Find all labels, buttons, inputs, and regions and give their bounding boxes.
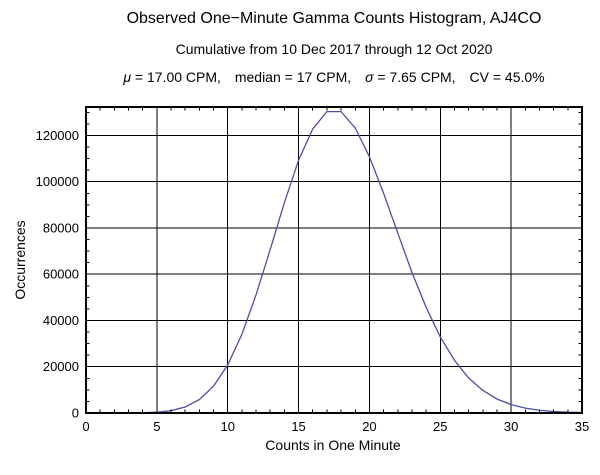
y-tick-label: 60000 bbox=[43, 267, 79, 282]
x-tick-label: 25 bbox=[433, 419, 447, 434]
chart-title: Observed One−Minute Gamma Counts Histogr… bbox=[126, 10, 542, 27]
stat-median: median = 17 CPM, bbox=[234, 69, 352, 85]
distribution-curve bbox=[86, 110, 583, 414]
y-axis-label: Occurrences bbox=[12, 220, 28, 300]
chart-subtitle: Cumulative from 10 Dec 2017 through 12 O… bbox=[175, 41, 493, 57]
chart-stats-line: μ = 17.00 CPM, median = 17 CPM, σ = 7.65… bbox=[86, 69, 582, 85]
y-tick-label: 100000 bbox=[36, 174, 79, 189]
x-tick-label: 10 bbox=[220, 419, 234, 434]
x-tick-label: 30 bbox=[504, 419, 518, 434]
y-tick-label: 40000 bbox=[43, 313, 79, 328]
y-tick-label: 0 bbox=[72, 406, 79, 421]
y-tick-label: 20000 bbox=[43, 359, 79, 374]
y-tick-label: 120000 bbox=[36, 128, 79, 143]
x-tick-label: 15 bbox=[291, 419, 305, 434]
x-tick-label: 0 bbox=[82, 419, 89, 434]
x-axis-label: Counts in One Minute bbox=[265, 437, 401, 453]
stat-mean: μ = 17.00 CPM, bbox=[123, 69, 221, 85]
y-tick-label: 80000 bbox=[43, 220, 79, 235]
stat-cv: CV = 45.0% bbox=[469, 69, 545, 85]
stat-sigma: σ = 7.65 CPM, bbox=[365, 69, 456, 85]
x-tick-label: 35 bbox=[575, 419, 589, 434]
x-tick-label: 5 bbox=[153, 419, 160, 434]
x-tick-label: 20 bbox=[362, 419, 376, 434]
plot-frame bbox=[85, 106, 583, 414]
